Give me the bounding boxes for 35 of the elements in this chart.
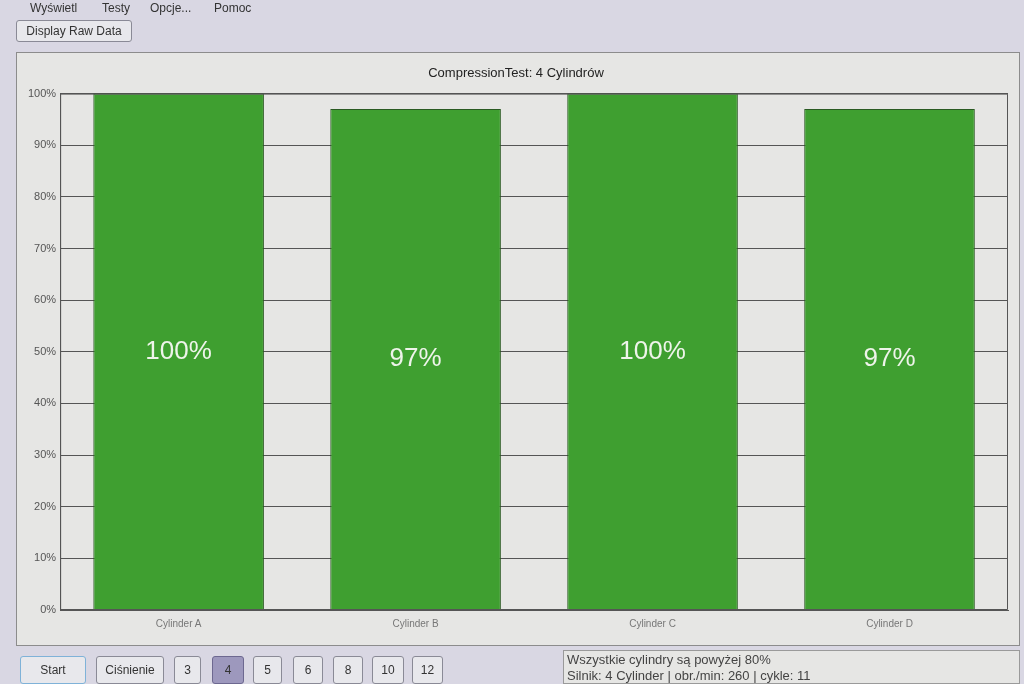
x-tick-label: Cylinder C: [629, 617, 676, 629]
y-tick-label: 70%: [34, 241, 57, 254]
y-tick-label: 20%: [34, 499, 57, 512]
button: 4: [212, 656, 244, 684]
text: Opcje...: [150, 1, 192, 15]
button: Ciśnienie: [96, 656, 164, 684]
data-label: 97%: [863, 342, 916, 373]
y-tick-label: 0%: [40, 603, 57, 616]
y-tick-label: 30%: [34, 448, 57, 461]
button: 3: [174, 656, 201, 684]
button: 6: [293, 656, 323, 684]
button: 8: [333, 656, 363, 684]
y-tick-label: 80%: [34, 189, 57, 202]
button: 5: [253, 656, 282, 684]
y-tick-label: 100%: [27, 86, 57, 99]
text: Pomoc: [214, 1, 252, 15]
y-tick-label: 90%: [34, 138, 57, 151]
data-label: 100%: [145, 334, 212, 365]
text: Wyświetl: [30, 1, 78, 15]
y-tick-label: 60%: [34, 293, 57, 306]
button: 10: [372, 656, 404, 684]
button: 12: [412, 656, 443, 684]
y-tick-label: 10%: [34, 551, 57, 564]
data-label: 100%: [619, 334, 686, 365]
x-tick-label: Cylinder D: [866, 617, 913, 629]
button: Display Raw Data: [16, 20, 132, 42]
x-tick-label: Cylinder B: [392, 617, 439, 629]
chart-title: CompressionTest: 4 Cylindrów: [428, 65, 605, 81]
y-tick-label: 50%: [34, 344, 57, 357]
button: Start: [20, 656, 86, 684]
x-tick-label: Cylinder A: [155, 617, 202, 629]
text-field: Wszystkie cylindry są powyżej 80% Silnik: 4 Cylinder | obr./min: 260 | cykle: 11: [563, 650, 1020, 684]
data-label: 97%: [389, 342, 442, 373]
text: Testy: [102, 1, 131, 15]
y-tick-label: 40%: [34, 396, 57, 409]
